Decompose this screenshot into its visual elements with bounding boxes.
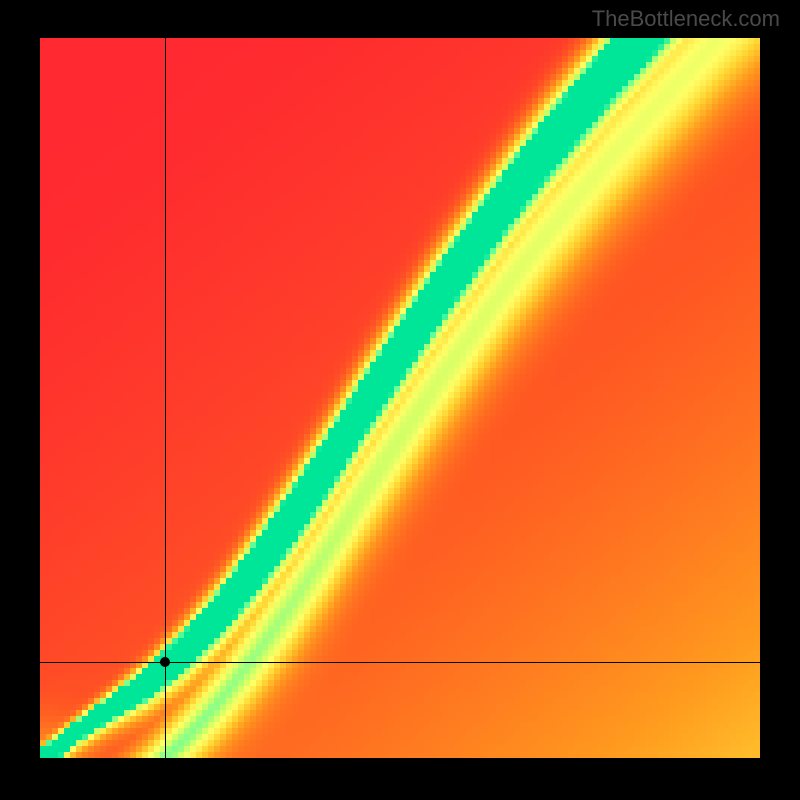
heatmap-plot (40, 38, 760, 758)
watermark-text: TheBottleneck.com (592, 6, 780, 32)
heatmap-canvas (40, 38, 760, 758)
marker-dot (160, 657, 170, 667)
